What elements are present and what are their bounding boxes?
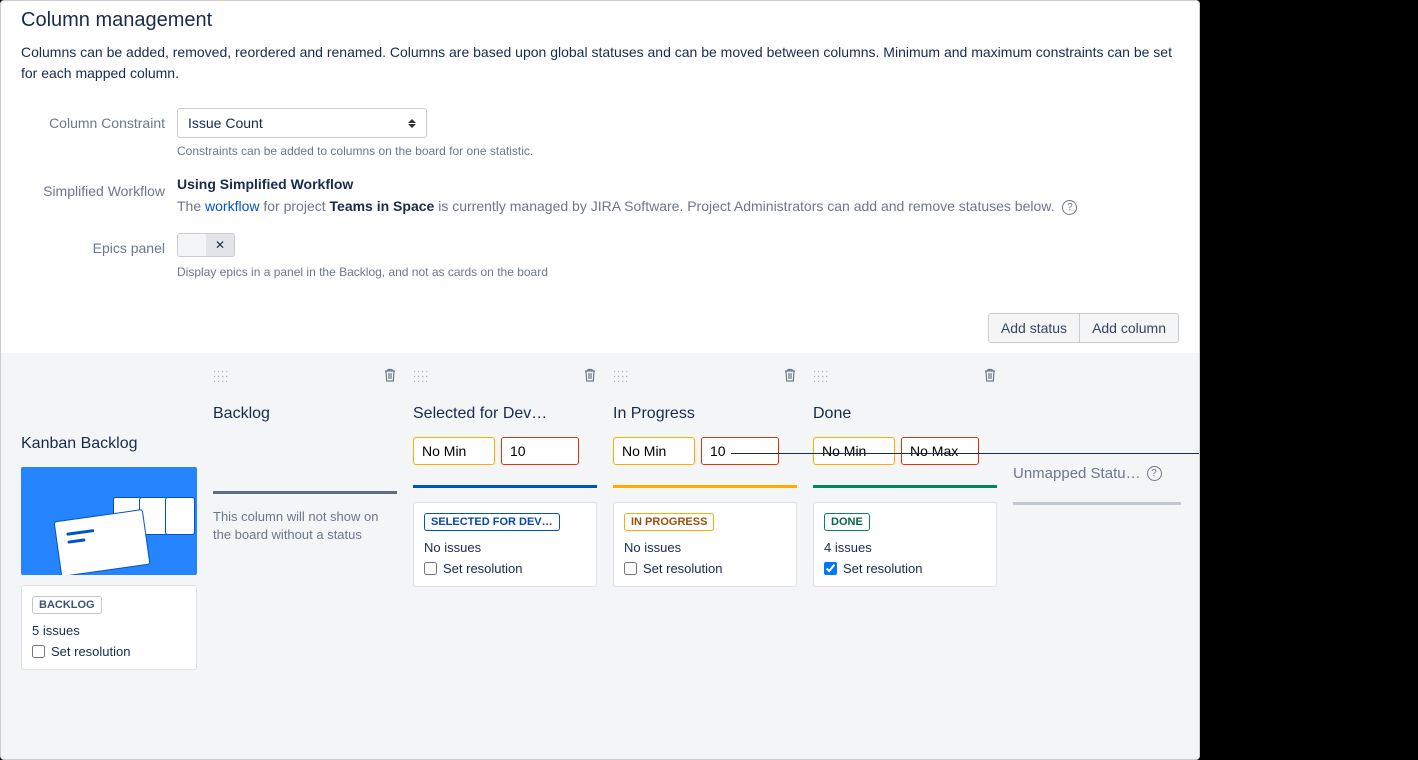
unmapped-statuses-column: Unmapped Statu… ? [1005,367,1189,670]
status-card[interactable]: DONE 4 issues Set resolution [813,502,997,587]
status-lozenge: DONE [824,513,870,531]
unmapped-divider [1013,502,1181,505]
status-issue-count: 4 issues [824,540,986,555]
set-resolution-checkbox[interactable] [424,562,437,575]
set-resolution-checkbox[interactable] [824,562,837,575]
board-column: ::::::::In ProgressIN PROGRESSNo issuesS… [605,367,805,670]
column-max-input[interactable] [501,437,579,465]
column-constraint-row: Column Constraint Issue Count Constraint… [21,108,1179,158]
kanban-illustration [21,467,197,575]
set-resolution-row[interactable]: Set resolution [824,561,986,576]
simplified-workflow-label: Simplified Workflow [21,176,177,199]
board-column: ::::::::Selected for Dev…SELECTED FOR DE… [405,367,605,670]
workflow-project-name: Teams in Space [330,198,435,214]
simplified-workflow-row: Simplified Workflow Using Simplified Wor… [21,176,1179,215]
drag-handle-icon[interactable]: :::::::: [413,372,429,382]
board-column: ::::::::DoneDONE4 issuesSet resolution [805,367,1005,670]
column-title[interactable]: Backlog [213,405,397,423]
backlog-status-lozenge: BACKLOG [32,596,102,614]
page-description: Columns can be added, removed, reordered… [21,42,1179,84]
column-max-input[interactable] [701,437,779,465]
workflow-status-title: Using Simplified Workflow [177,176,1179,192]
epics-panel-label: Epics panel [21,233,177,256]
header: Column management Columns can be added, … [1,1,1199,313]
status-card[interactable]: SELECTED FOR DEV… No issues Set resolution [413,502,597,587]
delete-column-button[interactable] [383,367,397,386]
set-resolution-row[interactable]: Set resolution [624,561,786,576]
drag-handle-icon[interactable]: :::::::: [813,372,829,382]
columns-wrap: Kanban Backlog BACKLOG 5 issues Set [1,367,1199,670]
actions-row: Add status Add column [1,313,1199,353]
add-status-button[interactable]: Add status [988,313,1080,343]
toggle-on-side [178,234,206,256]
unmapped-title: Unmapped Statu… ? [1013,465,1181,482]
delete-column-button[interactable] [983,367,997,386]
column-constraint-value: Issue Count [188,115,263,131]
workflow-description: The workflow for project Teams in Space … [177,198,1179,215]
drag-handle-icon[interactable]: :::::::: [613,372,629,382]
page-title: Column management [21,9,1179,32]
backlog-resolution-checkbox[interactable] [32,645,45,658]
epics-panel-row: Epics panel ✕ Display epics in a panel i… [21,233,1179,279]
toggle-off-side: ✕ [206,234,234,256]
column-title[interactable]: Done [813,405,997,423]
status-issue-count: No issues [424,540,586,555]
drag-handle-icon[interactable]: :::::::: [213,372,229,382]
status-card[interactable]: IN PROGRESS No issues Set resolution [613,502,797,587]
status-lozenge: IN PROGRESS [624,513,714,531]
select-caret-icon [408,119,416,128]
delete-column-button[interactable] [583,367,597,386]
column-divider [213,491,397,494]
kanban-status-card[interactable]: BACKLOG 5 issues Set resolution [21,585,197,670]
delete-column-button[interactable] [783,367,797,386]
column-constraint-hint: Constraints can be added to columns on t… [177,144,1179,158]
column-divider [813,485,997,488]
column-divider [413,485,597,488]
status-lozenge: SELECTED FOR DEV… [424,513,560,531]
board-area: Kanban Backlog BACKLOG 5 issues Set [1,353,1199,760]
annotation-line [731,453,1200,454]
kanban-backlog-column: Kanban Backlog BACKLOG 5 issues Set [13,367,205,670]
epics-panel-toggle[interactable]: ✕ [177,233,235,257]
column-divider [613,485,797,488]
help-icon[interactable]: ? [1147,466,1162,481]
workflow-link[interactable]: workflow [205,198,259,214]
column-note: This column will not show on the board w… [213,508,397,544]
column-min-input[interactable] [613,437,695,465]
column-title[interactable]: In Progress [613,405,797,423]
board-column: ::::::::BacklogThis column will not show… [205,367,405,670]
column-constraint-label: Column Constraint [21,108,177,131]
close-icon: ✕ [215,238,225,252]
column-max-input[interactable] [901,437,979,465]
column-management-panel: Column management Columns can be added, … [0,0,1200,760]
backlog-issue-count: 5 issues [32,623,186,638]
status-issue-count: No issues [624,540,786,555]
column-constraint-select[interactable]: Issue Count [177,108,427,138]
kanban-backlog-title: Kanban Backlog [21,435,197,453]
column-min-input[interactable] [813,437,895,465]
column-min-input[interactable] [413,437,495,465]
column-title[interactable]: Selected for Dev… [413,405,597,423]
epics-panel-hint: Display epics in a panel in the Backlog,… [177,265,1179,279]
backlog-set-resolution[interactable]: Set resolution [32,644,186,659]
help-icon[interactable]: ? [1062,200,1077,215]
set-resolution-checkbox[interactable] [624,562,637,575]
add-column-button[interactable]: Add column [1080,313,1179,343]
set-resolution-row[interactable]: Set resolution [424,561,586,576]
